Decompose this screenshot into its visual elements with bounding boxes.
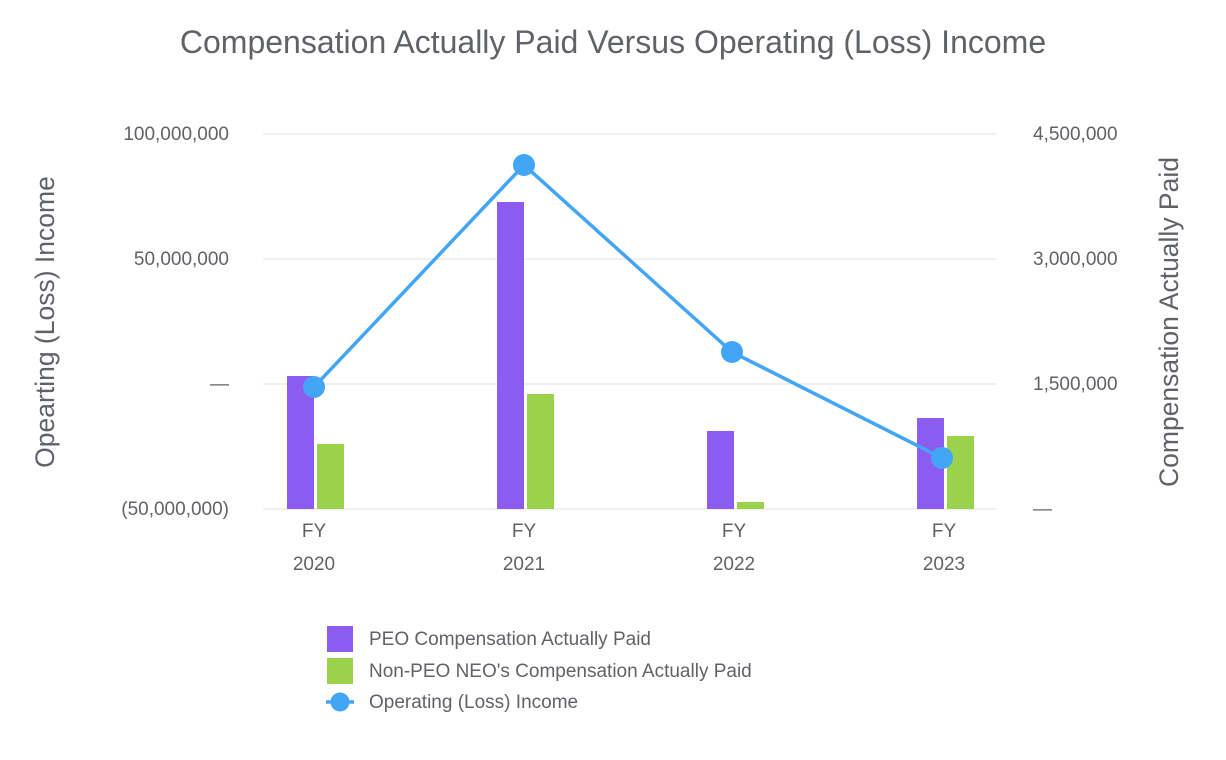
- svg-text:FY: FY: [722, 521, 747, 542]
- svg-text:—: —: [210, 374, 229, 395]
- svg-text:Operating (Loss) Income: Operating (Loss) Income: [369, 692, 578, 713]
- svg-text:—: —: [1033, 499, 1052, 520]
- svg-text:3,000,000: 3,000,000: [1033, 249, 1118, 270]
- svg-text:100,000,000: 100,000,000: [123, 124, 229, 145]
- svg-text:Non-PEO NEO's Compensation Act: Non-PEO NEO's Compensation Actually Paid: [369, 661, 752, 682]
- svg-text:FY: FY: [302, 521, 327, 542]
- svg-text:50,000,000: 50,000,000: [134, 249, 229, 270]
- svg-text:2021: 2021: [503, 554, 545, 575]
- svg-text:4,500,000: 4,500,000: [1033, 124, 1118, 145]
- svg-text:(50,000,000): (50,000,000): [121, 499, 229, 520]
- svg-text:Compensation Actually Paid Ver: Compensation Actually Paid Versus Operat…: [180, 24, 1046, 60]
- svg-text:Opearting (Loss) Income: Opearting (Loss) Income: [30, 176, 60, 468]
- svg-text:FY: FY: [512, 521, 537, 542]
- svg-text:FY: FY: [932, 521, 957, 542]
- svg-text:2023: 2023: [923, 554, 965, 575]
- svg-text:Compensation Actually Paid: Compensation Actually Paid: [1154, 157, 1184, 487]
- svg-text:1,500,000: 1,500,000: [1033, 374, 1118, 395]
- svg-text:PEO Compensation Actually Paid: PEO Compensation Actually Paid: [369, 629, 651, 650]
- svg-text:2022: 2022: [713, 554, 755, 575]
- svg-text:2020: 2020: [293, 554, 335, 575]
